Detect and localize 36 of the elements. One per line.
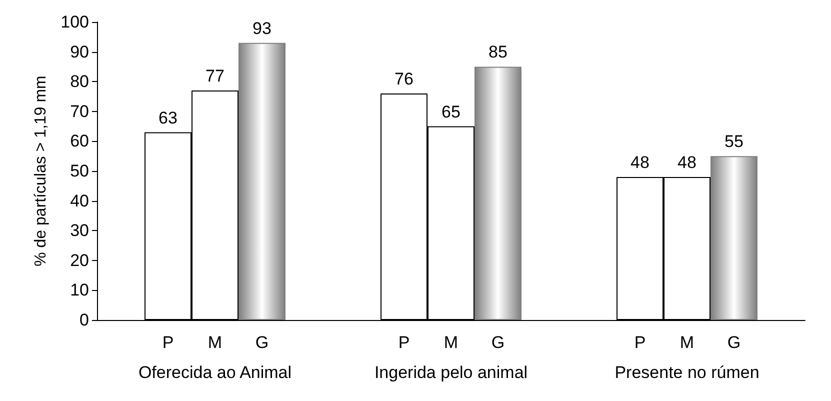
data-label: 76	[394, 70, 414, 89]
y-tick-label: 0	[80, 310, 89, 330]
text: P	[634, 333, 646, 352]
series-label: M	[208, 333, 222, 352]
data-label: 63	[158, 108, 178, 128]
text: G	[491, 333, 505, 352]
y-tick-label: 20	[70, 250, 89, 270]
text: M	[680, 333, 694, 352]
y-tick-label: 90	[70, 42, 89, 62]
bar	[710, 156, 758, 320]
x-tick-label: Presente no rúmen	[614, 363, 760, 382]
y-tick-label: 40	[70, 191, 89, 210]
bar	[238, 42, 286, 320]
bar	[474, 66, 522, 320]
y-tick-label: 70	[70, 102, 89, 121]
text: P	[398, 333, 410, 352]
series-label: P	[162, 333, 174, 352]
data-label: 48	[630, 152, 650, 172]
y-tick-label: 50	[70, 162, 89, 180]
y-tick-label: 60	[70, 132, 89, 151]
y-axis-title: % de partículas > 1,19 mm	[32, 76, 50, 266]
y-tick-label: 30	[70, 221, 89, 240]
text: M	[444, 333, 458, 352]
data-label: 93	[252, 18, 272, 38]
data-label: 85	[488, 42, 508, 62]
data-label: 55	[724, 132, 744, 152]
series-label: G	[255, 333, 269, 352]
text: G	[727, 333, 741, 352]
y-tick-label: 80	[70, 72, 89, 92]
data-label: 48	[678, 152, 696, 172]
data-label: 77	[206, 66, 224, 86]
x-tick-label: Ingerida pelo animal	[374, 363, 528, 382]
y-tick-label: 10	[70, 280, 89, 300]
x-tick-label: Oferecida ao Animal	[138, 363, 292, 382]
y-tick-label: 100	[60, 12, 89, 32]
data-label: 65	[442, 102, 460, 122]
